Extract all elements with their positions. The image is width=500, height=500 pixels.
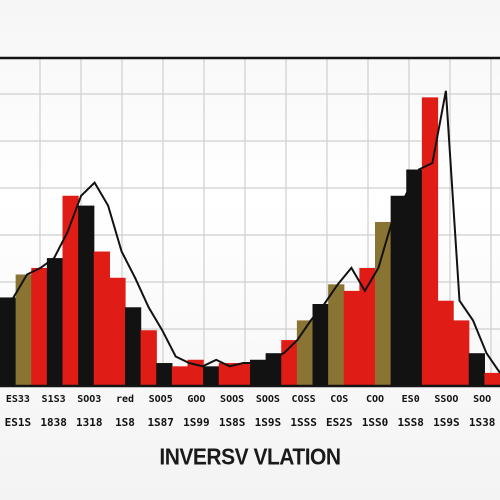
bar-outline xyxy=(0,90,500,374)
x-tick-label: 1S9S xyxy=(255,416,282,429)
bar-9 xyxy=(125,307,142,386)
bar-outline-line xyxy=(0,90,500,374)
bar-26 xyxy=(390,195,407,386)
bar-21 xyxy=(312,304,329,386)
bar-30 xyxy=(453,320,470,386)
bar-11 xyxy=(156,363,173,386)
x-tick-label: 1318 xyxy=(76,416,103,429)
bar-18 xyxy=(265,353,282,386)
x-tick-label: SOO xyxy=(473,394,491,405)
x-tick-label: SOO5 xyxy=(149,394,173,405)
chart-frame xyxy=(0,56,500,388)
x-tick-label: 1SS8 xyxy=(397,416,424,429)
x-tick-label: GOO xyxy=(187,394,205,405)
x-tick-label: 1S87 xyxy=(147,416,174,429)
bar-16 xyxy=(234,363,251,386)
chart-title: INVERSV VLATION xyxy=(159,444,341,471)
bar-series xyxy=(0,97,500,387)
bar-12 xyxy=(171,366,189,386)
x-tick-label: 1838 xyxy=(40,416,67,429)
x-tick-label: 1S9S xyxy=(433,416,460,429)
x-tick-label: 1S8 xyxy=(115,416,135,429)
x-tick-label: red xyxy=(116,394,134,405)
x-tick-label: ES1S xyxy=(5,416,32,429)
x-tick-label: 1S8S xyxy=(219,416,246,429)
bar-31 xyxy=(468,353,485,386)
bar-10 xyxy=(140,330,157,386)
x-tick-label: COSS xyxy=(292,394,316,405)
bar-22 xyxy=(328,284,345,386)
grid-lines xyxy=(0,58,500,386)
x-tick-label: SOO3 xyxy=(77,394,101,405)
bar-14 xyxy=(203,366,220,386)
x-tick-label: COS xyxy=(330,394,348,405)
x-tick-label: S1S3 xyxy=(42,394,66,405)
bar-32 xyxy=(484,372,500,386)
bar-25 xyxy=(375,222,392,386)
bar-27 xyxy=(406,169,423,386)
x-tick-label: 1SS0 xyxy=(362,416,389,429)
bar-4 xyxy=(46,258,64,386)
x-tick-label: ES2S xyxy=(326,416,353,429)
x-tick-label: 1S38 xyxy=(469,416,496,429)
bar-5 xyxy=(62,195,79,386)
bar-3 xyxy=(31,267,48,386)
x-tick-label: SOOS xyxy=(220,394,244,405)
x-tick-label: COO xyxy=(366,394,384,405)
x-tick-label: 1SSS xyxy=(290,416,317,429)
x-tick-label: ES33 xyxy=(6,394,30,405)
bar-1 xyxy=(0,297,17,386)
bar-6 xyxy=(78,205,95,386)
bar-2 xyxy=(15,274,32,386)
bar-8 xyxy=(109,277,126,386)
x-tick-label: SOOS xyxy=(256,394,280,405)
bar-28 xyxy=(421,97,439,387)
x-tick-labels-row-2: ES1S 1838 1318 1S8 1S87 1S99 1S8S 1S9S 1SSS ES2S 1… xyxy=(5,416,496,429)
bar-24 xyxy=(359,267,376,386)
x-tick-label: SSOO xyxy=(434,394,458,405)
bar-20 xyxy=(296,320,314,386)
x-tick-label: ES0 xyxy=(402,394,420,405)
bar-29 xyxy=(437,300,454,386)
bar-15 xyxy=(218,363,235,386)
bar-23 xyxy=(343,290,360,386)
x-tick-labels-row-1: ES33 S1S3 SOO3 red SOO5 GOO SOOS SOOS COSS COS COO… xyxy=(6,394,491,405)
bar-7 xyxy=(93,251,110,386)
x-tick-label: 1S99 xyxy=(183,416,210,429)
bar-17 xyxy=(250,359,267,386)
